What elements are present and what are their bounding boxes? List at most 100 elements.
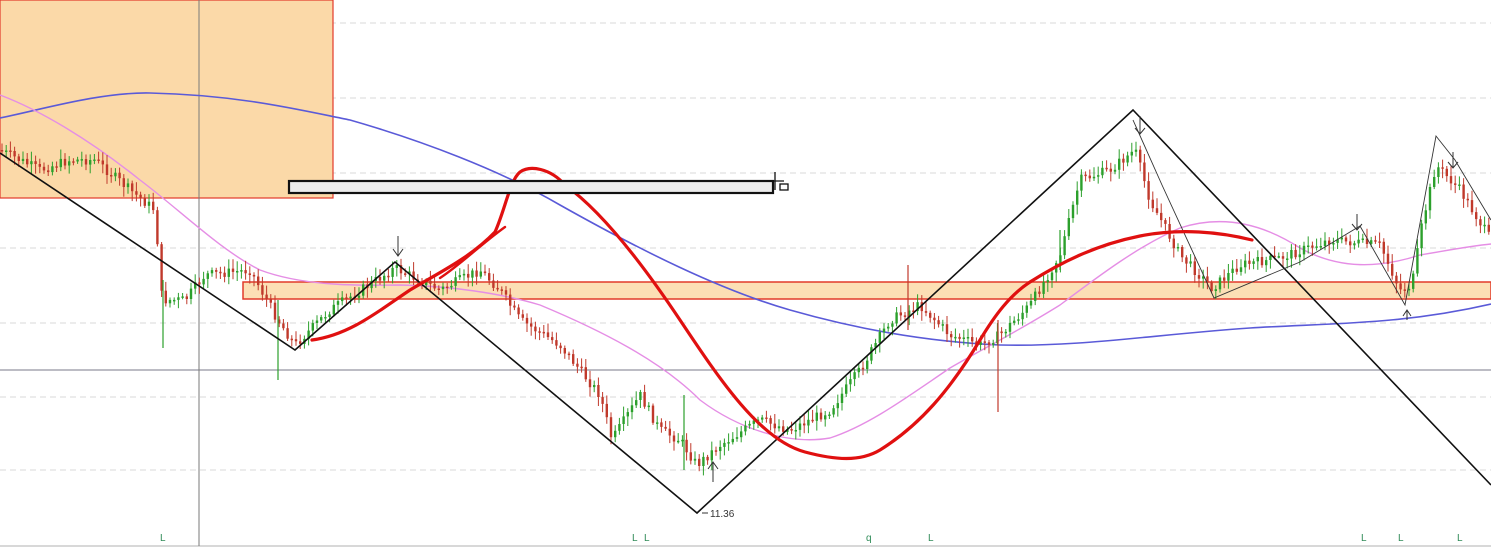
candle-body: [492, 280, 495, 288]
candle-body: [853, 372, 856, 380]
candle-body: [1139, 149, 1142, 163]
candle-body: [1235, 268, 1238, 272]
support-zone-band[interactable]: [242, 281, 1491, 300]
candle-body: [1155, 208, 1159, 213]
candle-body: [1164, 220, 1167, 224]
candle-body: [945, 324, 949, 335]
candle-body: [916, 302, 919, 311]
candle-body: [891, 323, 894, 327]
candle-body: [1017, 319, 1020, 321]
candle-body: [1361, 238, 1364, 240]
candle-body: [702, 456, 705, 466]
candle-body: [1193, 261, 1196, 275]
candle-body: [105, 164, 109, 175]
candle-body: [714, 450, 718, 452]
candle-body: [399, 265, 403, 274]
measure-tool-bar[interactable]: [287, 179, 775, 195]
candle-body: [408, 271, 411, 275]
candle-body: [1210, 282, 1213, 292]
candle-body: [1097, 175, 1100, 177]
candle-body: [257, 276, 260, 286]
freehand-projection-curve[interactable]: [310, 166, 1254, 461]
candle-body: [1118, 158, 1121, 170]
candle-body: [110, 175, 113, 177]
candle-body: [635, 400, 638, 406]
down-arrow-icon: [1134, 116, 1146, 135]
candle-body: [1290, 249, 1293, 259]
candle-body: [710, 450, 713, 461]
candle-body: [794, 430, 797, 432]
candle-body: [488, 273, 491, 281]
candle-body: [425, 280, 428, 286]
candle-body: [231, 268, 235, 272]
candle-body: [240, 270, 243, 272]
candle-body: [874, 343, 877, 348]
candle-body: [273, 302, 277, 320]
candle-body: [1050, 272, 1054, 281]
candle-body: [1386, 253, 1390, 264]
candle-body: [672, 435, 676, 442]
candle-body: [383, 275, 386, 281]
candle-body: [572, 354, 575, 364]
freehand-stroke-small[interactable]: [438, 225, 507, 280]
candle-body: [815, 412, 818, 421]
candle-body: [992, 343, 995, 345]
candle-body: [555, 340, 558, 346]
candle-body: [101, 160, 104, 165]
candle-body: [84, 159, 88, 165]
candle-body: [958, 336, 961, 339]
candle-body: [282, 323, 285, 329]
candle-body: [1265, 260, 1268, 266]
candle-body: [80, 159, 83, 161]
candle-body: [706, 456, 709, 461]
candle-body: [1084, 174, 1087, 177]
candle-body: [1424, 210, 1427, 224]
candle-body: [1328, 240, 1331, 245]
candle-body: [328, 314, 331, 317]
candle-body: [34, 161, 37, 164]
candle-body: [790, 429, 793, 431]
candle-body: [1403, 289, 1406, 291]
candle-body: [1113, 169, 1117, 172]
candle-body: [811, 419, 814, 422]
zigzag-line-minor[interactable]: [1132, 119, 1491, 307]
candle-body: [479, 271, 482, 277]
candle-body: [567, 353, 571, 356]
supply-zone-box[interactable]: [0, 0, 334, 199]
bottom-marker-label: L: [928, 533, 934, 544]
candle-body: [559, 345, 562, 349]
candle-body: [840, 393, 844, 403]
candle-body: [685, 439, 688, 453]
candle-body: [0, 150, 4, 152]
candle-body: [1130, 151, 1133, 156]
candle-body: [76, 159, 79, 162]
candle-body: [1021, 312, 1024, 320]
candle-body: [30, 161, 33, 165]
candle-body: [227, 268, 230, 277]
candle-body: [181, 296, 184, 298]
candle-body: [576, 363, 579, 367]
candle-body: [1143, 162, 1146, 182]
candle-body: [882, 328, 886, 333]
candle-body: [542, 331, 545, 334]
candle-body: [979, 341, 982, 345]
candle-body: [924, 311, 928, 313]
candle-body: [1256, 257, 1259, 262]
candle-body: [450, 285, 453, 288]
candle-body: [899, 312, 902, 316]
candle-body: [828, 414, 831, 416]
candle-body: [1357, 239, 1360, 244]
candle-body: [206, 273, 209, 279]
candle-body: [122, 178, 125, 187]
candle-body: [1437, 167, 1440, 177]
candle-body: [912, 310, 915, 312]
candle-body: [798, 423, 802, 430]
candle-body: [1063, 236, 1066, 256]
bottom-marker-label: L: [1361, 533, 1367, 544]
candle-body: [1475, 212, 1478, 220]
zigzag-line[interactable]: [0, 108, 1491, 515]
candle-body: [618, 424, 621, 431]
